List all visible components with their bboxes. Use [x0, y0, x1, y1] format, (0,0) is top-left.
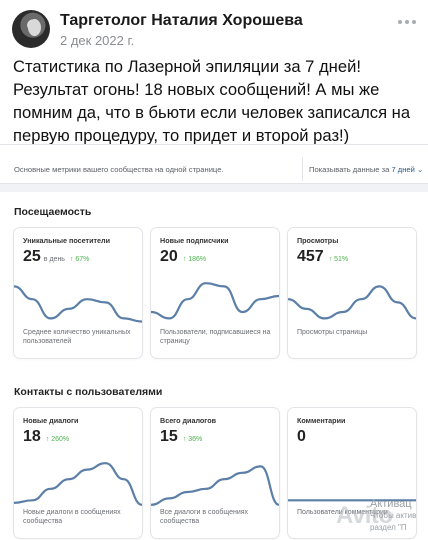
metric-card[interactable]: Новые подписчики 20 ↑ 186% Пользователи, по…	[151, 228, 279, 358]
sparkline-path	[288, 285, 416, 320]
chevron-down-icon[interactable]: ⌄	[417, 165, 424, 174]
trend-up-badge: ↑ 51%	[328, 256, 349, 263]
metric-value-row: 20 ↑ 186%	[160, 248, 206, 266]
trend-up-badge: ↑ 67%	[69, 256, 90, 263]
metric-description: Пользователи комментарии	[297, 509, 388, 516]
avito-logo: Avito	[336, 502, 393, 529]
metric-value-row: 25 в день ↑ 67%	[23, 248, 89, 266]
metric-sparkline	[151, 282, 279, 320]
metric-unit: в день	[43, 256, 65, 263]
metric-sparkline	[14, 285, 142, 323]
metric-label: Всего диалогов	[160, 416, 217, 425]
stats-topbar: Основные метрики вашего сообщества на од…	[0, 144, 428, 184]
metric-value: 20	[160, 248, 178, 265]
period-prefix: Показывать данные за	[309, 165, 390, 174]
metric-card[interactable]: Уникальные посетители 25 в день ↑ 67% Средне…	[14, 228, 142, 358]
section-title: Контакты с пользователями	[14, 386, 163, 398]
metric-value: 15	[160, 428, 178, 445]
stats-description: Основные метрики вашего сообщества на од…	[14, 165, 224, 174]
metric-description: Пользователи, подписавшиеся на страницу	[160, 329, 271, 345]
author-avatar[interactable]	[12, 10, 50, 48]
metric-sparkline	[288, 285, 416, 320]
post-text: Статистика по Лазерной эпиляции за 7 дне…	[13, 57, 411, 145]
metric-value: 0	[297, 428, 306, 445]
metric-card[interactable]: Всего диалогов 15 ↑ 36% Все диалоги в сообщ…	[151, 408, 279, 538]
watermark-line2: Чтобы актив	[370, 511, 417, 520]
metric-sparkline	[14, 462, 142, 506]
sparkline-path	[14, 285, 142, 323]
stats-screenshot: Основные метрики вашего сообщества на од…	[0, 144, 428, 540]
metric-card[interactable]: Просмотры 457 ↑ 51% Просмотры страницы	[288, 228, 416, 358]
metric-sparkline	[288, 499, 416, 502]
metric-description: Просмотры страницы	[297, 329, 368, 336]
trend-up-badge: ↑ 260%	[45, 436, 70, 443]
metric-value-row: 15 ↑ 36%	[160, 428, 202, 446]
sparkline-path	[151, 465, 279, 506]
post-header: Таргетолог Наталия Хорошева 2 дек 2022 г…	[0, 0, 428, 56]
period-selector[interactable]: Показывать данные за 7 дней ⌄	[309, 165, 423, 174]
metric-description: Среднее количество уникальных пользовате…	[23, 329, 131, 345]
section-attendance: Посещаемость Уникальные посетители 25 в де…	[0, 192, 428, 382]
period-value[interactable]: 7 дней	[391, 165, 415, 174]
metric-label: Уникальные посетители	[23, 236, 110, 245]
metric-label: Комментарии	[297, 416, 346, 425]
post-date[interactable]: 2 дек 2022 г.	[60, 33, 135, 48]
metric-sparkline	[151, 465, 279, 506]
metric-label: Новые подписчики	[160, 236, 229, 245]
metric-label: Новые диалоги	[23, 416, 79, 425]
metric-value: 18	[23, 428, 41, 445]
trend-up-badge: ↑ 36%	[182, 436, 203, 443]
metric-card[interactable]: Новые диалоги 18 ↑ 260% Новые диалоги в соо…	[14, 408, 142, 538]
sparkline-path	[151, 282, 279, 320]
metric-description: Новые диалоги в сообщениях сообщества	[23, 509, 121, 525]
section-title: Посещаемость	[14, 206, 92, 218]
section-contacts: Контакты с пользователями Новые диалоги 1…	[0, 374, 428, 540]
metric-value-row: 18 ↑ 260%	[23, 428, 69, 446]
watermark-line3: раздел "П	[370, 523, 407, 532]
metric-card[interactable]: Комментарии 0 Пользователи комментарии	[288, 408, 416, 538]
metric-description: Все диалоги в сообщениях сообщества	[160, 509, 249, 525]
trend-up-badge: ↑ 186%	[182, 256, 207, 263]
author-name[interactable]: Таргетолог Наталия Хорошева	[60, 12, 303, 29]
metric-value-row: 0	[297, 428, 306, 446]
watermark-line1: Активац	[370, 498, 412, 510]
avatar-face	[28, 19, 41, 36]
metric-label: Просмотры	[297, 236, 339, 245]
more-icon[interactable]	[398, 20, 416, 26]
metric-value: 25	[23, 248, 41, 265]
topbar-divider	[302, 157, 303, 181]
metric-value-row: 457 ↑ 51%	[297, 248, 348, 266]
metric-value: 457	[297, 248, 324, 265]
sparkline-path	[14, 462, 142, 506]
